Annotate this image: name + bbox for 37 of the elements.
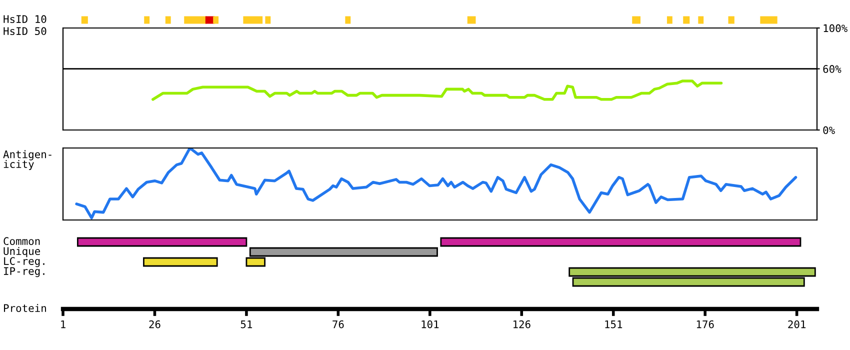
y-tick-label: LC-reg. (4, 257, 44, 268)
y-tick-label: HsID 10 (4, 15, 46, 24)
y-tick-label: 100% (824, 24, 848, 32)
bar (666, 16, 672, 24)
bar (81, 16, 88, 24)
y-tick-label: Common (4, 237, 40, 246)
bar (698, 16, 704, 24)
y-tick-label: IP-reg. (4, 267, 44, 278)
bar (683, 16, 690, 24)
bar (265, 16, 271, 24)
x-tick-label: 201 (788, 320, 806, 328)
x-tick-label: 126 (513, 320, 530, 328)
bar (243, 16, 263, 24)
bar (165, 16, 171, 24)
line-series (152, 80, 723, 101)
x-tick-label: 101 (422, 320, 439, 328)
bar (213, 16, 219, 24)
x-tick-label: 151 (605, 320, 622, 328)
bar (632, 16, 640, 24)
y-tick-label: 0% (823, 126, 835, 134)
bar (184, 16, 207, 24)
x-tick-label: 1 (61, 320, 66, 328)
x-tick-label: 76 (332, 320, 344, 328)
bar (467, 16, 476, 24)
x-tick-label: 51 (240, 320, 252, 328)
x-tick-label: 26 (149, 320, 160, 328)
y-axis-title: Antigen- icity (3, 150, 52, 170)
bar (760, 16, 778, 24)
bar (440, 237, 802, 247)
bar (345, 16, 351, 24)
x-axis-title: Protein (4, 304, 46, 312)
y-tick-label: 60% (823, 65, 842, 73)
y-tick-label: Unique (4, 246, 40, 258)
bar (144, 16, 150, 24)
y-tick-label: HsID 50 (4, 27, 46, 36)
bar (728, 16, 734, 24)
x-tick-label: 176 (696, 320, 714, 328)
